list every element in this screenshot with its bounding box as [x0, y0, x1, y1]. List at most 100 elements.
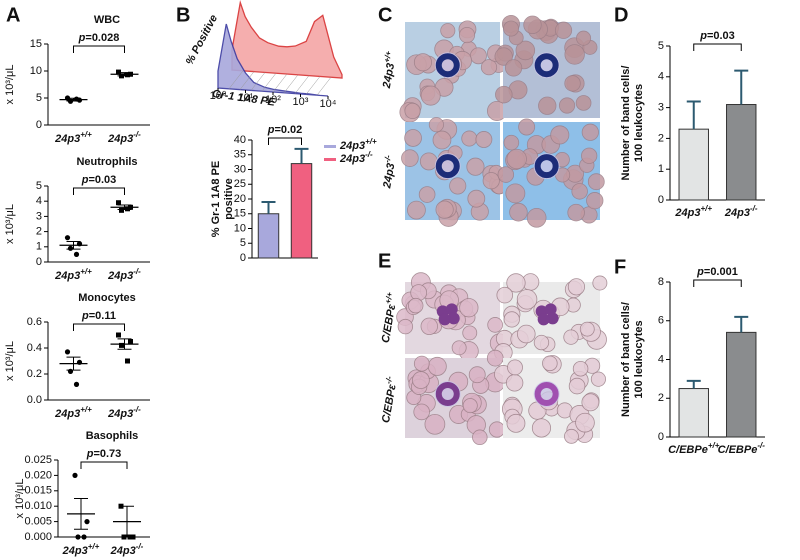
panel-label: D	[614, 4, 628, 26]
x-tick-label: 24p3+/+	[54, 130, 92, 145]
red-cell	[579, 321, 595, 337]
error-bar	[117, 204, 132, 211]
nucleus	[544, 303, 557, 316]
data-point	[64, 349, 71, 355]
x-tick-label: 10⁴	[320, 98, 337, 110]
nucleus	[537, 313, 550, 326]
y-tick-label: 0	[658, 431, 664, 443]
nucleus	[435, 382, 460, 406]
x-tick-label: 24p3-/-	[107, 130, 141, 145]
error-bar	[117, 72, 132, 77]
red-cell	[586, 192, 604, 210]
micrograph	[497, 118, 605, 228]
y-tick-label: 0.2	[27, 368, 42, 380]
red-cell	[515, 40, 536, 61]
x-tick-label: 24p3-/-	[724, 204, 758, 219]
red-cell	[526, 207, 547, 228]
red-cell	[516, 324, 536, 344]
micrograph	[494, 273, 608, 362]
red-cell	[497, 166, 515, 183]
nucleus	[438, 313, 451, 326]
y-tick-label: 1	[36, 241, 42, 253]
red-cell	[575, 412, 595, 433]
micrograph	[494, 355, 606, 444]
y-axis-label: % Gr-1 1A8 PE	[210, 161, 222, 237]
red-cell	[440, 23, 456, 39]
x-tick-label: C/EBPe-/-	[718, 441, 766, 456]
data-point	[75, 534, 81, 540]
red-cell	[467, 189, 486, 208]
red-cell	[472, 429, 488, 446]
y-tick-label: 0.6	[27, 316, 42, 328]
y-tick-label: 0.0	[27, 394, 42, 406]
y-tick-label: 40	[234, 134, 246, 146]
data-point	[64, 235, 71, 241]
p-value: p=0.028	[78, 32, 120, 44]
y-axis-label: x 10³/μL	[4, 65, 16, 105]
y-tick-label: 3	[36, 210, 42, 222]
significance-bracket	[268, 137, 302, 145]
red-cell	[576, 30, 592, 46]
red-cell	[504, 59, 523, 77]
red-cell	[404, 102, 421, 120]
p-value: p=0.73	[86, 448, 122, 460]
nucleus	[447, 312, 460, 325]
red-cell	[461, 130, 478, 147]
error-bar	[734, 315, 749, 333]
red-cell	[567, 278, 586, 296]
p-value: p=0.03	[699, 30, 735, 42]
y-tick-label: 30	[234, 163, 246, 175]
data-point	[67, 245, 74, 251]
y-tick-label: 0	[36, 256, 42, 268]
nucleus	[435, 53, 460, 78]
red-cell	[458, 26, 476, 44]
data-point	[84, 519, 90, 525]
red-cell	[550, 125, 570, 145]
data-point	[125, 206, 130, 212]
red-cell	[424, 413, 446, 435]
bar	[290, 163, 313, 259]
red-cell	[564, 44, 585, 65]
red-cell	[428, 117, 444, 133]
chart-title: Neutrophils	[76, 156, 137, 168]
x-tick-label: 24p3+/+	[62, 542, 100, 557]
legend-swatch	[324, 158, 336, 161]
red-cell	[449, 177, 467, 195]
y-tick-label: 25	[234, 178, 246, 190]
y-tick-label: 6	[658, 315, 664, 327]
red-cell	[581, 393, 600, 412]
chart-title: WBC	[94, 14, 120, 26]
red-cell	[466, 157, 485, 176]
y-tick-label: 0	[658, 194, 664, 206]
panel-label: A	[6, 4, 20, 26]
y-axis-label: x 10³/μL	[4, 341, 16, 381]
red-cell	[554, 21, 573, 39]
y-tick-label: 5	[36, 180, 42, 192]
y-tick-label: 10	[234, 222, 246, 234]
y-tick-label: 0	[240, 252, 246, 264]
y-axis-label: Number of band cells/	[620, 302, 632, 417]
y-tick-label: 5	[240, 237, 246, 249]
red-cell	[432, 130, 452, 150]
y-tick-label: 35	[234, 149, 246, 161]
red-cell	[496, 286, 514, 304]
red-cell	[506, 148, 527, 170]
p-value: p=0.11	[81, 310, 116, 322]
error-bar	[74, 498, 88, 530]
red-cell	[516, 289, 538, 310]
red-cell	[581, 147, 598, 164]
x-tick-label: 24p3-/-	[107, 405, 141, 420]
red-cell	[531, 418, 552, 438]
y-tick-label: 10	[30, 65, 42, 77]
red-cell	[482, 172, 500, 190]
y-tick-label: 0.4	[27, 342, 42, 354]
y-tick-label: 1	[658, 163, 664, 175]
red-cell	[563, 329, 579, 345]
depth-line	[283, 74, 299, 93]
panel-label: F	[614, 256, 626, 278]
red-cell	[494, 47, 513, 66]
red-cell	[568, 377, 586, 395]
y-tick-label: 15	[234, 208, 246, 220]
x-tick-label: 24p3-/-	[107, 267, 141, 282]
red-cell	[518, 118, 536, 136]
